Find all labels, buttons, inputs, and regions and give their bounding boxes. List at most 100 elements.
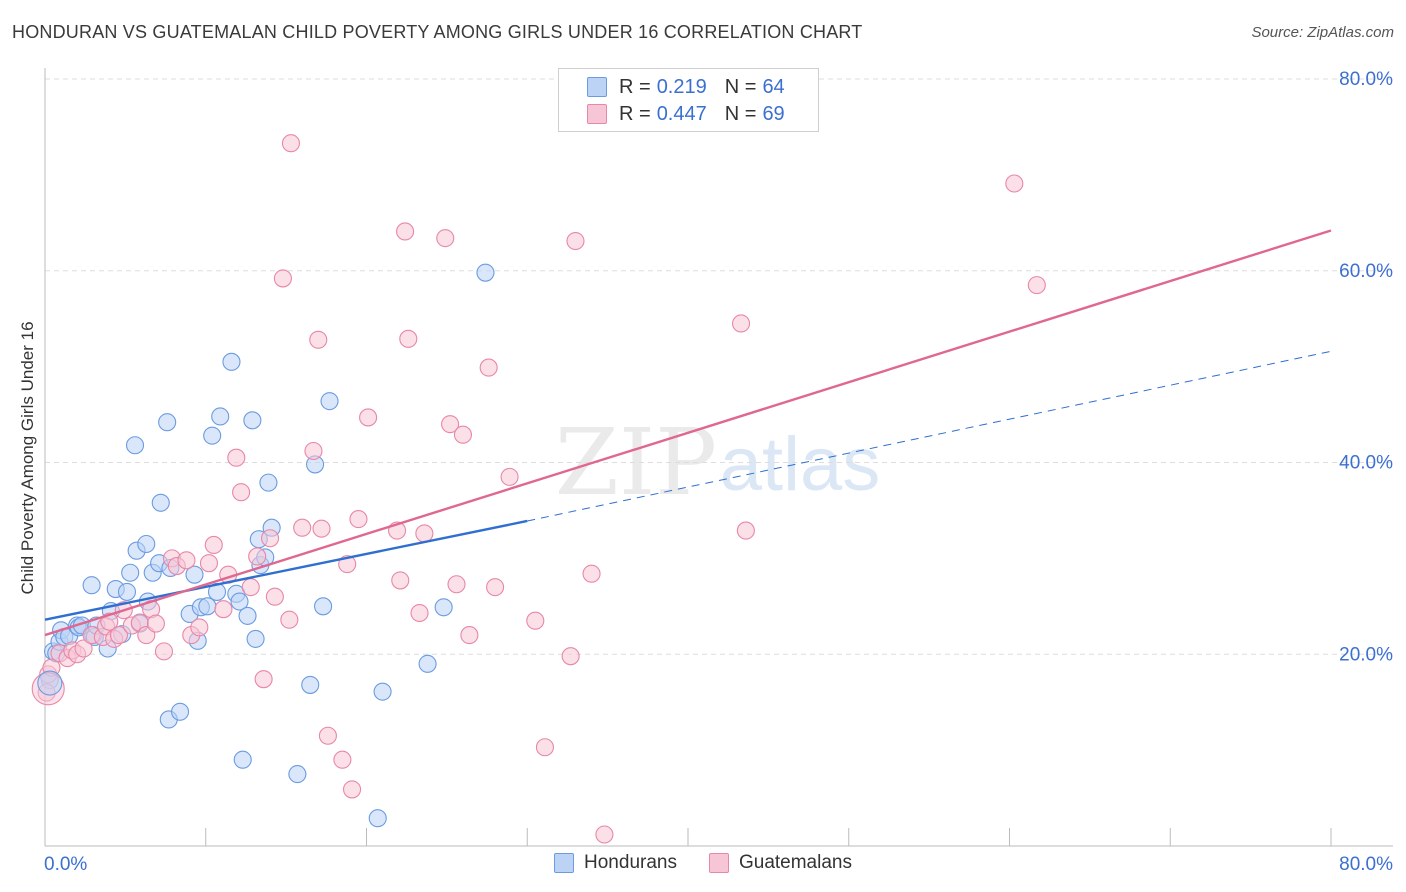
n-label: N = (724, 75, 757, 98)
honduran-point (243, 411, 262, 430)
stats-legend-row-hondurans: R = 0.219 N = 64 (559, 74, 785, 100)
guatemalan-point (281, 134, 300, 153)
honduran-point (121, 563, 140, 582)
honduran-point (158, 413, 177, 432)
guatemalan-point (199, 554, 219, 573)
honduran-point (418, 654, 437, 673)
honduran-point (434, 598, 453, 617)
guatemalan-point (349, 510, 368, 529)
guatemalan-point (254, 670, 273, 689)
guatemalan-point (736, 521, 755, 540)
guatemalan-point (561, 647, 580, 666)
guatemalan-point (460, 626, 479, 645)
honduran-point (137, 534, 156, 554)
chart-title: HONDURAN VS GUATEMALAN CHILD POVERTY AMO… (12, 22, 863, 42)
guatemalan-point (535, 738, 554, 757)
guatemalan-trend-line (44, 229, 1332, 637)
guatemalan-point (415, 524, 434, 543)
guatemalan-point (595, 825, 614, 844)
honduran-point (82, 576, 101, 595)
legend-label-guatemalans: Guatemalans (738, 852, 852, 873)
honduran-point (230, 592, 249, 611)
legend-item-hondurans[interactable]: Hondurans (554, 852, 677, 874)
guatemalan-point (293, 518, 312, 537)
honduran-point (117, 582, 137, 601)
r-label: R = (619, 102, 651, 125)
guatemalan-point (342, 780, 362, 799)
y-tick-label: 60.0% (1339, 261, 1393, 282)
guatemalan-point (309, 330, 328, 349)
honduran-point (314, 597, 333, 616)
guatemalan-point (526, 611, 545, 630)
honduran-point (288, 765, 307, 784)
r-value: 0.219 (656, 75, 707, 98)
guatemalan-point (227, 448, 246, 467)
honduran-trend-line (44, 519, 528, 621)
guatemalan-point (260, 529, 280, 548)
x-tick-label: 0.0% (44, 854, 87, 875)
legend-label-hondurans: Hondurans (584, 852, 677, 873)
r-label: R = (619, 75, 651, 98)
n-value: 69 (762, 102, 785, 125)
watermark-atlas: atlas (720, 422, 881, 507)
guatemalan-point (486, 578, 505, 597)
guatemalan-point (232, 483, 251, 502)
honduran-point (476, 263, 495, 282)
guatemalan-point (566, 231, 585, 251)
honduran-point (320, 392, 339, 411)
honduran-point (301, 675, 320, 694)
honduran-point (373, 682, 392, 701)
guatemalan-point (396, 222, 415, 241)
watermark-zip: ZIP (555, 409, 717, 516)
guatemalan-point (304, 441, 323, 461)
stats-legend: R = 0.219 N = 64 R = 0.447 N = 69 (558, 68, 819, 132)
guatemalan-point (312, 519, 331, 538)
honduran-point (259, 473, 278, 492)
series-legend: Hondurans Guatemalans (0, 852, 1406, 874)
guatemalan-point (241, 578, 260, 597)
guatemalan-point (214, 600, 233, 619)
honduran-point (170, 702, 190, 721)
guatemalan-point (447, 575, 466, 594)
guatemalan-point (1005, 174, 1024, 193)
guatemalan-point (391, 571, 410, 590)
guatemalan-point (74, 639, 93, 658)
honduran-point (222, 352, 241, 371)
legend-item-guatemalans[interactable]: Guatemalans (708, 852, 852, 874)
guatemalan-point (441, 415, 460, 434)
guatemalan-point (177, 551, 196, 570)
guatemalans-swatch (587, 104, 607, 124)
honduran-point (151, 493, 170, 512)
r-value: 0.447 (656, 102, 707, 125)
y-tick-label: 40.0% (1339, 453, 1393, 474)
guatemalan-point (280, 610, 299, 629)
honduran-point (368, 809, 387, 828)
x-tick-label: 80.0% (1339, 854, 1393, 875)
guatemalan-point (582, 564, 601, 583)
guatemalan-point (410, 603, 429, 623)
guatemalan-point (500, 467, 519, 486)
guatemalan-point (359, 408, 378, 427)
guatemalan-point (146, 614, 165, 633)
honduran-point (246, 629, 265, 648)
guatemalan-point (265, 587, 284, 606)
hondurans-legend-swatch (554, 853, 575, 873)
honduran-point (238, 606, 257, 625)
guatemalan-point (399, 329, 418, 348)
guatemalan-point (731, 314, 751, 333)
guatemalan-point (436, 229, 455, 248)
guatemalan-point (248, 547, 267, 566)
hondurans-swatch (587, 77, 607, 97)
y-tick-label: 80.0% (1339, 69, 1393, 90)
source-label: Source: ZipAtlas.com (1251, 24, 1394, 41)
guatemalans-legend-swatch (708, 853, 729, 873)
n-label: N = (724, 102, 757, 125)
guatemalan-point (273, 269, 292, 288)
honduran-point (125, 436, 145, 455)
honduran-trend-line (527, 350, 1332, 522)
guatemalan-point (333, 750, 352, 769)
honduran-point (211, 407, 230, 426)
honduran-point (198, 597, 217, 616)
guatemalan-point (318, 726, 337, 745)
y-tick-label: 20.0% (1339, 644, 1393, 665)
